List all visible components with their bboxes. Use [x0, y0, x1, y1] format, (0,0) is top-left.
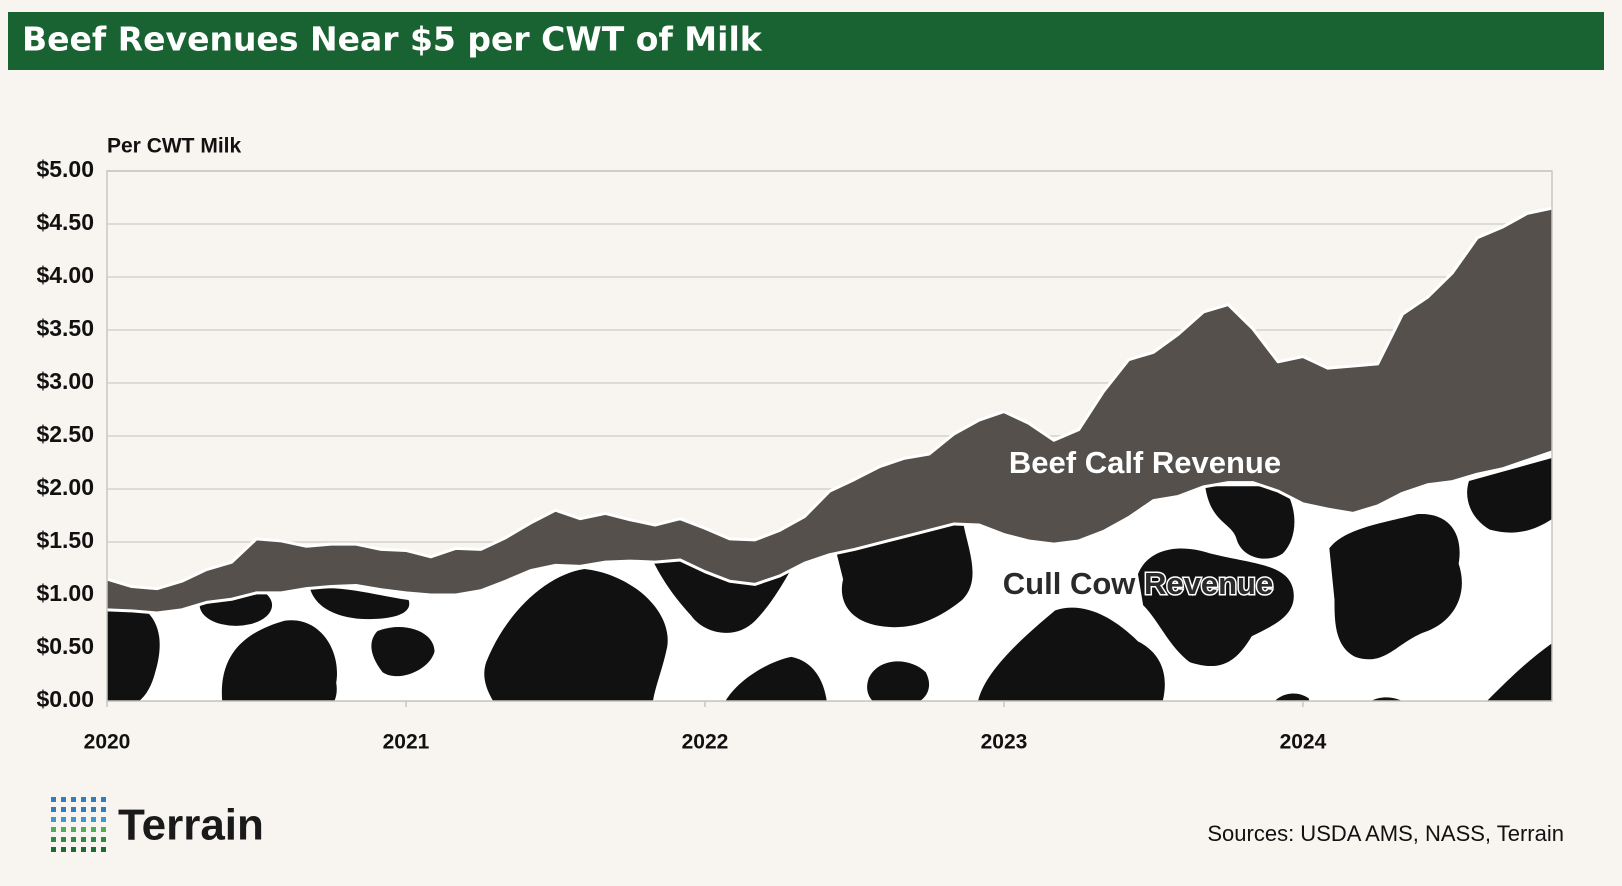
logo-dot — [71, 827, 76, 832]
logo-dot — [81, 827, 86, 832]
logo-dot — [91, 847, 96, 852]
area-edges — [106, 206, 1553, 615]
spot — [371, 626, 435, 677]
logo-dot — [81, 837, 86, 842]
ticks: $0.00 $0.50 $1.00 $1.50 $2.00 $2.50 $3.00 $3.50… — [36, 156, 1326, 753]
spot — [310, 588, 410, 620]
logo-dot — [71, 847, 76, 852]
chart-title: Beef Revenues Near $5 per CWT of Milk — [22, 20, 763, 59]
logo-dot — [61, 797, 66, 802]
logo-dot — [71, 817, 76, 822]
areas — [107, 208, 1552, 701]
logo-dot — [71, 807, 76, 812]
x-tick-label: 2021 — [383, 731, 430, 754]
y-tick-label: $4.00 — [36, 262, 94, 288]
logo-dot — [51, 807, 56, 812]
y-tick-label: $1.00 — [36, 580, 94, 606]
y-tick-label: $1.50 — [36, 527, 94, 553]
spot — [1484, 636, 1552, 701]
spot — [1137, 548, 1294, 667]
logo-dot — [81, 807, 86, 812]
spot — [867, 661, 930, 701]
logo-dot — [61, 837, 66, 842]
logo-dot — [101, 797, 106, 802]
brand-name: Terrain — [118, 801, 264, 850]
logo-dot — [61, 817, 66, 822]
logo-dot — [81, 817, 86, 822]
title-bar — [8, 12, 1604, 70]
y-tick-label: $3.00 — [36, 368, 94, 394]
series-annotation: Cull Cow Revenue — [1003, 566, 1273, 601]
spot — [977, 607, 1165, 701]
logo-dot — [51, 847, 56, 852]
spot — [107, 599, 160, 701]
spot — [724, 656, 828, 701]
logo-dot — [81, 847, 86, 852]
logo-dot — [101, 827, 106, 832]
logo-dot — [61, 807, 66, 812]
series-annotation: Beef Calf Revenue — [1009, 445, 1281, 480]
y-tick-label: $3.50 — [36, 315, 94, 341]
spot-group — [107, 455, 1552, 701]
x-tick-label: 2022 — [682, 731, 729, 754]
spot — [221, 620, 337, 701]
y-axis-label: Per CWT Milk — [107, 135, 242, 158]
logo-dot — [91, 797, 96, 802]
y-tick-label: $2.00 — [36, 474, 94, 500]
spot — [1205, 486, 1295, 559]
y-tick-label: $0.00 — [36, 686, 94, 712]
logo-dot — [101, 847, 106, 852]
x-tick-label: 2024 — [1280, 731, 1327, 754]
x-tick-label: 2023 — [981, 731, 1028, 754]
logo-dot — [101, 817, 106, 822]
plot-frame — [106, 170, 1553, 702]
spot — [1467, 455, 1552, 533]
logo-dot — [91, 837, 96, 842]
logo-dot — [101, 837, 106, 842]
logo-dot — [61, 847, 66, 852]
logo-dot — [71, 837, 76, 842]
logo-dot — [51, 827, 56, 832]
logo-dot — [81, 797, 86, 802]
y-tick-label: $5.00 — [36, 156, 94, 182]
logo-dot — [51, 837, 56, 842]
logo-dot — [91, 827, 96, 832]
spot — [1267, 693, 1314, 701]
area — [107, 208, 1552, 614]
y-tick-label: $0.50 — [36, 633, 94, 659]
logo-mark — [51, 797, 106, 852]
logo-dot — [91, 817, 96, 822]
source-note: Sources: USDA AMS, NASS, Terrain — [1207, 821, 1564, 846]
logo-dot — [61, 827, 66, 832]
y-tick-label: $2.50 — [36, 421, 94, 447]
logo-dot — [71, 797, 76, 802]
y-tick-label: $4.50 — [36, 209, 94, 235]
logo-dot — [101, 807, 106, 812]
x-tick-label: 2020 — [84, 731, 131, 754]
cow-spots — [107, 455, 1552, 701]
spot — [1329, 514, 1462, 660]
area-edge — [106, 450, 1553, 615]
spot — [484, 568, 668, 701]
logo-dot — [51, 797, 56, 802]
logo-dot — [51, 817, 56, 822]
area-edge — [106, 206, 1553, 591]
logo-dot — [91, 807, 96, 812]
